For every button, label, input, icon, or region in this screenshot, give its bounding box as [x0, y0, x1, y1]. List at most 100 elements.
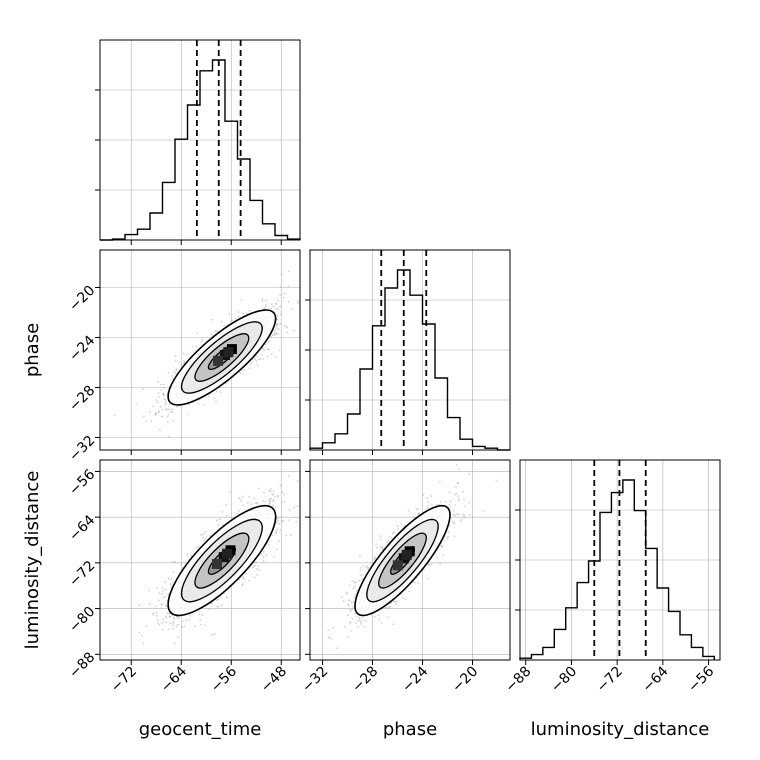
histogram-luminosity_distance — [519, 479, 715, 660]
sample-point — [373, 615, 376, 618]
sample-point — [279, 528, 282, 531]
sample-point — [197, 403, 200, 405]
x-tick-label: −64 — [158, 663, 190, 695]
x-tick-label: −56 — [685, 663, 717, 695]
sample-point — [261, 300, 264, 303]
sample-point — [241, 583, 244, 586]
sample-point — [270, 307, 273, 310]
sample-point — [351, 580, 353, 582]
sample-point — [387, 616, 389, 619]
sample-point — [240, 299, 243, 302]
sample-point — [203, 624, 206, 627]
sample-point — [387, 539, 390, 541]
sample-point — [447, 531, 450, 533]
sample-point — [169, 622, 172, 625]
sample-point — [448, 491, 451, 494]
sample-point — [156, 587, 158, 590]
sample-point — [468, 501, 471, 504]
sample-point — [204, 531, 206, 533]
sample-point — [256, 574, 259, 576]
sample-point — [372, 558, 375, 561]
sample-point — [279, 294, 281, 296]
sample-point — [143, 415, 145, 417]
sample-point — [157, 380, 159, 383]
sample-point — [259, 358, 262, 360]
sample-point — [217, 598, 220, 601]
sample-point — [463, 516, 466, 519]
sample-point — [271, 534, 273, 536]
sample-point — [188, 618, 190, 621]
x-tick-label: −24 — [399, 663, 431, 695]
sample-point — [216, 330, 219, 333]
sample-point — [289, 534, 292, 537]
sample-point — [219, 391, 222, 394]
sample-point — [355, 615, 358, 618]
sample-point — [274, 329, 276, 332]
sample-point — [430, 495, 433, 497]
sample-point — [462, 490, 464, 493]
sample-point — [248, 495, 251, 498]
sample-point — [457, 499, 460, 502]
sample-point — [264, 305, 267, 308]
sample-point — [181, 626, 184, 628]
sample-point — [286, 331, 288, 334]
sample-point — [158, 592, 161, 594]
sample-point — [241, 495, 244, 498]
sample-point — [285, 534, 288, 537]
sample-point — [248, 309, 251, 312]
sample-point — [202, 539, 205, 542]
sample-point — [271, 504, 274, 507]
sample-point — [448, 503, 451, 506]
sample-point — [141, 388, 144, 390]
sample-point — [349, 621, 352, 623]
sample-point — [348, 608, 351, 611]
sample-point — [162, 590, 164, 592]
sample-point — [341, 596, 343, 599]
sample-point — [186, 555, 189, 557]
sample-point — [332, 626, 334, 629]
sample-point — [447, 535, 449, 538]
sample-point — [455, 486, 457, 489]
sample-point — [176, 616, 178, 618]
y-tick-label: −56 — [66, 466, 98, 498]
sample-point — [172, 620, 174, 623]
sample-point — [276, 328, 279, 330]
sample-point — [439, 501, 442, 503]
sample-point — [168, 403, 171, 406]
sample-point — [243, 578, 246, 581]
sample-point — [196, 332, 199, 334]
sample-point — [159, 428, 161, 431]
sample-point — [266, 355, 269, 358]
sample-point — [282, 519, 284, 522]
sample-point — [335, 647, 338, 650]
sample-point — [397, 528, 399, 531]
sample-point — [273, 555, 275, 558]
sample-point — [195, 346, 197, 348]
histogram-panel-luminosity_distance — [515, 459, 721, 661]
sample-point — [275, 307, 278, 310]
sample-point — [257, 487, 260, 490]
sample-point — [277, 522, 280, 525]
sample-point — [155, 611, 158, 614]
y-tick-label: −80 — [66, 604, 98, 636]
sample-point — [462, 513, 465, 516]
sample-point — [276, 314, 279, 317]
sample-point — [354, 585, 356, 588]
sample-point — [351, 608, 353, 611]
sample-point — [249, 362, 252, 365]
sample-point — [255, 360, 258, 363]
sample-point — [463, 498, 465, 501]
sample-point — [250, 361, 253, 364]
sample-point — [158, 623, 161, 626]
sample-point — [278, 328, 280, 330]
sample-point — [378, 618, 381, 621]
sample-point — [468, 473, 471, 476]
density-peak-cell — [223, 347, 234, 358]
sample-point — [264, 304, 267, 306]
sample-point — [167, 628, 170, 630]
sample-point — [327, 636, 330, 639]
sample-point — [171, 410, 174, 413]
sample-point — [254, 358, 256, 361]
y-tick-label: −72 — [66, 558, 98, 590]
x-tick-label: −20 — [449, 664, 481, 696]
